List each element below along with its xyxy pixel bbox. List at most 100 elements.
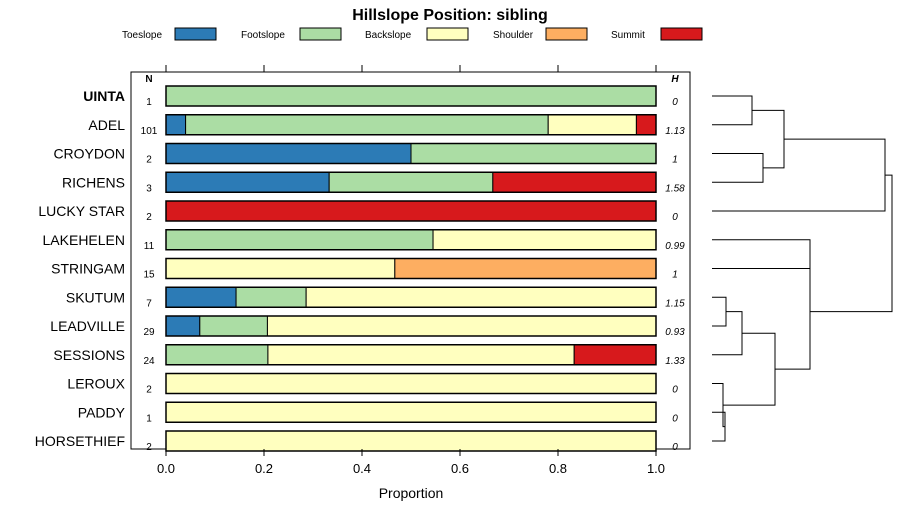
n-value: 24 xyxy=(143,356,155,367)
legend-swatch-backslope xyxy=(426,27,469,41)
bar-segment-toeslope xyxy=(165,286,237,308)
h-value: 1.58 xyxy=(665,183,685,194)
h-value: 1 xyxy=(672,155,678,166)
h-header: H xyxy=(671,74,679,85)
dendro-merge xyxy=(712,239,811,269)
row-label: SESSIONS xyxy=(53,347,125,363)
row-label: RICHENS xyxy=(62,174,125,190)
bar-segment-toeslope xyxy=(165,171,330,193)
bar-segment-backslope xyxy=(165,373,657,394)
row-label: LAKEHELEN xyxy=(43,232,125,248)
dendro-merge xyxy=(712,311,743,356)
bar-outline xyxy=(165,401,657,423)
bar-segment-summit xyxy=(492,171,657,193)
bar-segment-backslope xyxy=(432,229,657,251)
bar-outline xyxy=(165,229,657,251)
h-value: 0 xyxy=(672,413,678,424)
row-label: LEROUX xyxy=(67,376,125,392)
bar-outline xyxy=(165,200,657,222)
bar-segment-backslope xyxy=(267,344,575,366)
dendro-merge xyxy=(723,332,776,406)
h-value: 0 xyxy=(672,212,678,223)
dendro-merge xyxy=(712,153,764,183)
x-axis-label: Proportion xyxy=(379,485,444,501)
x-tick-label: 0.6 xyxy=(451,461,469,476)
bar-segment-footslope xyxy=(165,85,657,107)
row-label: PADDY xyxy=(78,404,126,420)
n-value: 15 xyxy=(143,270,155,281)
bar-outline xyxy=(165,430,657,452)
n-value: 3 xyxy=(146,183,152,194)
row-label: CROYDON xyxy=(53,146,125,162)
legend-label-toeslope: Toeslope xyxy=(122,30,162,41)
h-value: 1.33 xyxy=(665,356,685,367)
h-value: 0.93 xyxy=(665,327,685,338)
dendro-merge xyxy=(712,138,886,212)
dendro-merge xyxy=(775,254,811,370)
dendro-merge xyxy=(712,296,727,327)
n-value: 11 xyxy=(144,241,155,252)
row-label: STRINGAM xyxy=(51,261,125,277)
h-value: 0 xyxy=(672,385,678,396)
row-label: LUCKY STAR xyxy=(38,203,125,219)
legend-label-footslope: Footslope xyxy=(241,30,285,41)
bar-segment-summit xyxy=(165,200,657,222)
x-tick-label: 1.0 xyxy=(647,461,665,476)
h-value: 1.13 xyxy=(665,126,685,137)
bar-segment-backslope xyxy=(165,258,396,279)
dendrogram xyxy=(712,95,893,442)
bar-segment-backslope xyxy=(165,430,657,452)
bar-segment-summit xyxy=(635,114,657,136)
n-value: 1 xyxy=(146,413,152,424)
x-tick-label: 0.0 xyxy=(157,461,175,476)
bar-segment-toeslope xyxy=(165,315,201,337)
legend-swatch-toeslope xyxy=(174,27,217,41)
bar-segment-backslope xyxy=(305,286,657,308)
dendro-merge xyxy=(752,109,785,169)
bar-outline xyxy=(165,142,657,165)
x-axis: 0.0 0.2 0.4 0.6 0.8 1.0 xyxy=(157,65,665,476)
x-tick-label: 0.4 xyxy=(353,461,371,476)
n-value: 2 xyxy=(146,442,152,453)
h-value: 1.15 xyxy=(665,298,685,309)
bar-outline xyxy=(165,171,657,193)
x-tick-label: 0.8 xyxy=(549,461,567,476)
bar-segment-toeslope xyxy=(165,143,412,164)
legend-label-shoulder: Shoulder xyxy=(493,30,534,41)
bar-segment-footslope xyxy=(185,114,549,136)
n-value: 2 xyxy=(146,212,152,223)
bar-segment-footslope xyxy=(199,315,268,337)
bar-outline xyxy=(165,286,657,308)
n-value: 2 xyxy=(146,155,152,166)
legend-swatch-summit xyxy=(660,27,703,41)
h-value: 0.99 xyxy=(665,241,685,252)
legend-swatch-footslope xyxy=(299,27,342,41)
n-value: 101 xyxy=(141,126,158,137)
bar-segment-footslope xyxy=(235,286,307,308)
bar-segment-toeslope xyxy=(165,114,187,136)
n-value: 7 xyxy=(146,298,152,309)
bar-segment-footslope xyxy=(410,143,657,164)
legend: Toeslope Footslope Backslope Shoulder Summit xyxy=(122,27,703,41)
bar-segment-footslope xyxy=(165,344,269,366)
bar-outline xyxy=(165,372,657,395)
n-value: 1 xyxy=(146,97,152,108)
bar-segment-footslope xyxy=(328,171,494,193)
bar-outline xyxy=(165,315,657,337)
h-value: 0 xyxy=(672,97,678,108)
legend-label-summit: Summit xyxy=(611,30,645,41)
legend-swatch-shoulder xyxy=(545,27,588,41)
dendro-root xyxy=(810,174,893,313)
row-label: LEADVILLE xyxy=(50,318,125,334)
x-tick-label: 0.2 xyxy=(255,461,273,476)
n-value: 2 xyxy=(146,385,152,396)
n-value: 29 xyxy=(143,327,155,338)
bar-segment-footslope xyxy=(165,229,434,251)
bar-outline xyxy=(165,344,657,366)
legend-label-backslope: Backslope xyxy=(365,30,412,41)
row-label: SKUTUM xyxy=(66,289,125,305)
bar-segment-backslope xyxy=(165,401,657,423)
chart-title: Hillslope Position: sibling xyxy=(352,7,548,24)
